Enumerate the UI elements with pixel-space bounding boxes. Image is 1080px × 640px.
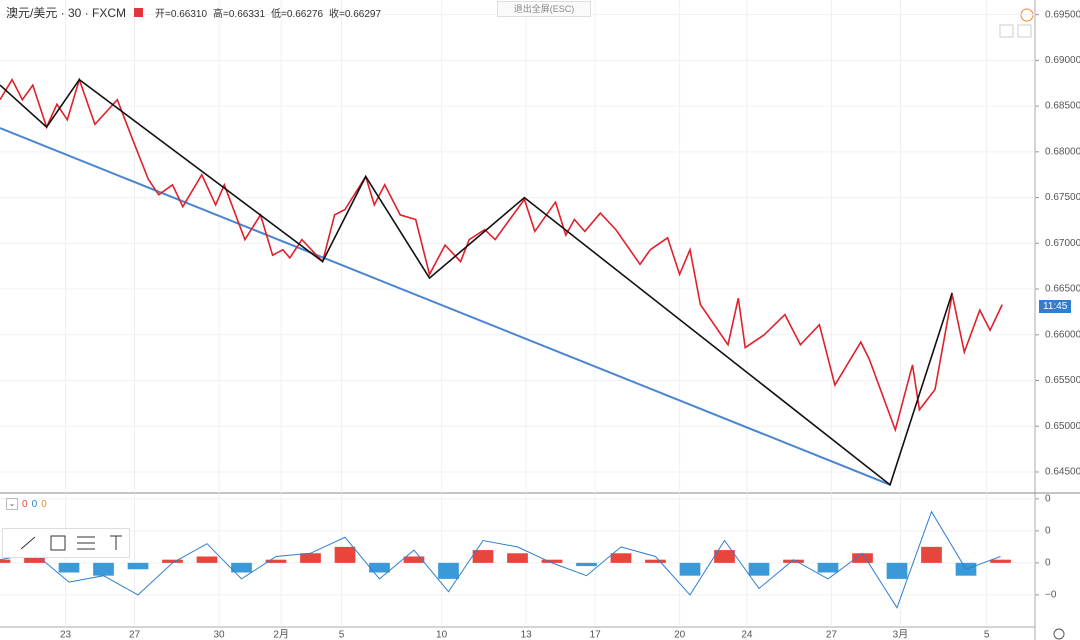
y-tick-label: 0.65500 <box>1045 375 1080 386</box>
x-tick-label: 2月 <box>273 629 289 640</box>
histogram-bar <box>369 562 390 573</box>
rectangle-tool[interactable] <box>50 535 66 551</box>
histogram-bar <box>817 562 839 573</box>
histogram-bar <box>231 562 252 573</box>
histogram-bar <box>886 562 908 579</box>
histogram-bar <box>403 556 425 563</box>
y-tick-label: 0.69500 <box>1045 9 1080 20</box>
series-line <box>0 510 1001 609</box>
x-tick-label: 27 <box>129 630 141 640</box>
histogram-bar <box>265 559 287 563</box>
x-tick-label: 10 <box>436 630 448 640</box>
histogram-bar <box>162 559 183 563</box>
histogram-bar <box>576 562 597 567</box>
histogram-bar <box>58 562 80 573</box>
settings-icon[interactable] <box>1053 628 1065 640</box>
histogram-bar <box>990 559 1011 563</box>
histogram-bar <box>334 546 356 563</box>
y-tick-label: 0 <box>1045 558 1051 569</box>
fib-tool[interactable] <box>77 536 95 550</box>
ohlc-open: 开=0.66310 <box>155 9 208 20</box>
x-tick-label: 23 <box>60 630 72 640</box>
indicator-legend: ⌄ 0 0 0 <box>6 498 47 510</box>
scroll-button[interactable] <box>999 24 1014 38</box>
indicator-value: 0 <box>22 498 28 510</box>
ohlc-high: 高=0.66331 <box>213 9 266 20</box>
y-tick-label: 0.64500 <box>1045 467 1080 478</box>
histogram-bar <box>0 559 11 563</box>
histogram-bar <box>127 562 149 570</box>
x-tick-label: 24 <box>741 630 753 640</box>
collapse-button[interactable]: ⌄ <box>6 498 18 510</box>
histogram-bar <box>645 559 666 563</box>
indicator-value: 0 <box>31 498 38 510</box>
y-tick-label: 0 <box>1045 493 1051 504</box>
histogram-bar <box>714 550 735 563</box>
series-line <box>0 127 891 486</box>
countdown: 11:45 <box>1039 300 1072 313</box>
histogram-bar <box>852 553 873 563</box>
series-line <box>0 78 953 487</box>
x-tick-label: 13 <box>521 630 533 640</box>
y-tick-label: 0 <box>1045 526 1051 537</box>
histogram-bar <box>748 562 770 576</box>
text-tool[interactable] <box>110 535 122 550</box>
y-tick-label: 0.66000 <box>1045 329 1080 340</box>
histogram-bar <box>610 553 632 563</box>
x-tick-label: 27 <box>826 630 838 640</box>
toolbar-icons <box>20 535 122 551</box>
x-tick-label: 5 <box>984 630 990 640</box>
y-tick-label: 0.65000 <box>1045 421 1080 432</box>
x-tick-label: 30 <box>214 630 226 640</box>
histogram-bar <box>507 553 528 563</box>
histogram-bar <box>472 550 494 563</box>
y-tick-label: 0.67000 <box>1045 238 1080 249</box>
drawing-toolbar <box>2 528 130 558</box>
ohlc-low: 低=0.66276 <box>271 9 324 20</box>
x-tick-label: 17 <box>590 630 602 640</box>
flag-icon[interactable] <box>134 8 144 17</box>
y-tick-label: 0.68500 <box>1045 101 1080 112</box>
x-tick-label: 3月 <box>893 629 909 640</box>
histogram-bar <box>93 562 114 576</box>
histogram-bar <box>196 556 218 563</box>
series-line <box>0 76 1003 433</box>
histogram-bar <box>783 559 804 563</box>
y-tick-label: 0.66500 <box>1045 284 1080 295</box>
histogram-bar <box>541 559 563 563</box>
histogram-bar <box>24 556 45 563</box>
histogram-bar <box>679 562 701 576</box>
trend-line-tool[interactable] <box>20 536 36 550</box>
y-tick-label: −0 <box>1045 590 1057 601</box>
histogram-bar <box>438 562 459 579</box>
y-tick-label: 0.69000 <box>1045 55 1080 66</box>
exit-fullscreen[interactable]: 退出全屏(ESC) <box>497 1 591 17</box>
ohlc-close: 收=0.66297 <box>329 9 382 20</box>
histogram-bar <box>300 553 321 563</box>
symbol: 澳元/美元 · 30 · FXCM <box>6 6 127 20</box>
x-tick-label: 5 <box>339 630 345 640</box>
x-tick-label: 20 <box>674 630 686 640</box>
indicator-value: 0 <box>41 498 47 510</box>
header: 澳元/美元 · 30 · FXCM 开=0.66310 高=0.66331 低=… <box>6 4 381 21</box>
reset-button[interactable] <box>1017 24 1032 38</box>
histogram-bar <box>921 546 942 563</box>
y-tick-label: 0.68000 <box>1045 146 1080 157</box>
y-tick-label: 0.67500 <box>1045 192 1080 203</box>
